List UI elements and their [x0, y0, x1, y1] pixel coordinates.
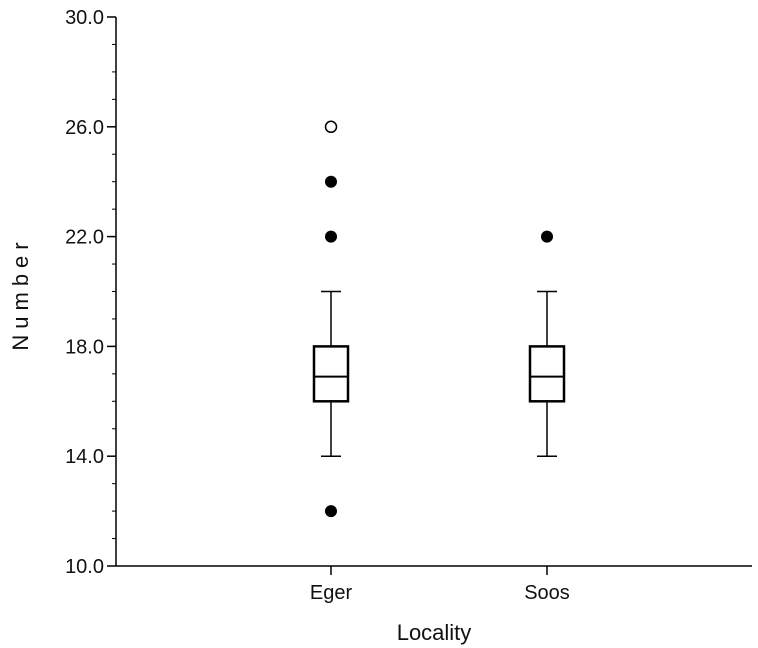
y-tick-label: 18.0	[65, 336, 104, 358]
y-tick-label: 22.0	[65, 227, 104, 249]
outlier-point	[325, 505, 337, 518]
box-eger	[312, 120, 350, 518]
outlier-point	[541, 230, 553, 243]
x-tick-label: Eger	[310, 582, 353, 604]
y-axis-title: Number	[8, 236, 33, 350]
y-axis: 10.0 14.0 18.0 22.0 26.0 30.0	[65, 7, 117, 578]
box-soos	[528, 230, 566, 457]
y-tick-label: 26.0	[65, 117, 104, 139]
x-tick-label: Soos	[524, 582, 570, 604]
outlier-point	[325, 230, 337, 243]
y-tick-label: 14.0	[65, 446, 104, 468]
y-tick-label: 10.0	[65, 556, 104, 578]
y-tick-label: 30.0	[65, 7, 104, 29]
x-axis: Eger Soos	[116, 565, 752, 604]
extreme-point	[324, 120, 338, 134]
iqr-box	[312, 345, 350, 403]
outlier-point	[325, 175, 337, 188]
x-axis-title: Locality	[397, 620, 472, 645]
plot-area	[312, 120, 566, 518]
iqr-box	[528, 345, 566, 403]
